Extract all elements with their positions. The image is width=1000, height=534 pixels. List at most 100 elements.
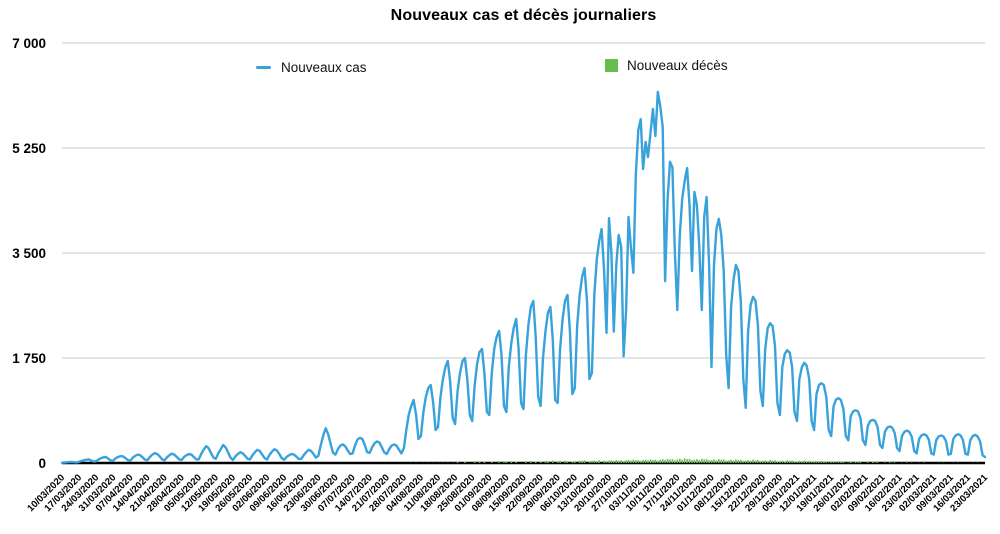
deaths-bar <box>871 461 874 463</box>
deaths-bar <box>776 461 779 463</box>
deaths-bar <box>578 460 581 463</box>
deaths-square-marker-icon <box>605 59 618 72</box>
deaths-bar <box>637 460 640 463</box>
deaths-bar <box>571 461 574 463</box>
deaths-bar <box>615 460 618 463</box>
deaths-bar <box>581 460 583 463</box>
deaths-bar <box>617 460 620 463</box>
deaths-bar <box>827 462 830 463</box>
deaths-bar <box>744 460 747 463</box>
deaths-bar <box>747 460 749 463</box>
deaths-bar <box>644 459 647 463</box>
deaths-bar <box>598 460 600 463</box>
deaths-bar <box>483 461 486 463</box>
deaths-bar <box>490 461 493 463</box>
deaths-bar <box>718 459 720 463</box>
deaths-bar <box>820 460 823 463</box>
deaths-bar <box>610 460 613 463</box>
deaths-bar <box>556 461 559 463</box>
chart-title: Nouveaux cas et décès journaliers <box>390 7 657 24</box>
deaths-bar <box>732 460 735 463</box>
y-tick-label: 1 750 <box>12 351 46 366</box>
deaths-bar <box>854 461 857 463</box>
deaths-bar <box>884 462 886 463</box>
deaths-bar <box>693 459 696 463</box>
deaths-bar <box>793 461 796 463</box>
deaths-bar <box>595 461 598 463</box>
deaths-bar <box>783 461 786 463</box>
deaths-bar <box>754 460 757 463</box>
deaths-bar <box>649 459 652 463</box>
deaths-bar <box>688 458 691 463</box>
deaths-bar <box>647 460 649 463</box>
deaths-bar <box>630 460 632 463</box>
deaths-bar <box>735 459 737 463</box>
deaths-bar <box>791 460 793 463</box>
deaths-bar <box>840 461 842 463</box>
deaths-bar <box>605 461 608 463</box>
legend-cases-label: Nouveaux cas <box>281 60 367 75</box>
deaths-bar <box>708 460 710 463</box>
deaths-bar <box>498 461 500 463</box>
deaths-bar <box>842 461 845 463</box>
deaths-bar <box>552 460 554 463</box>
deaths-bar <box>801 461 803 463</box>
deaths-bar <box>818 462 820 463</box>
deaths-bar <box>781 460 784 463</box>
deaths-bar <box>510 461 513 463</box>
deaths-bar <box>642 460 644 463</box>
deaths-bar <box>674 460 676 463</box>
deaths-bar <box>698 460 701 463</box>
deaths-bar <box>710 460 713 463</box>
deaths-bar <box>788 460 791 463</box>
y-tick-label: 0 <box>38 456 46 471</box>
deaths-bar <box>652 460 654 463</box>
deaths-bar <box>786 460 789 463</box>
deaths-bar <box>700 458 703 463</box>
deaths-bar <box>893 462 896 463</box>
deaths-bar <box>769 460 771 463</box>
deaths-bar <box>720 459 723 463</box>
deaths-bar <box>722 459 725 463</box>
deaths-bar <box>669 459 671 463</box>
deaths-bar <box>906 462 908 463</box>
deaths-bar <box>593 460 596 463</box>
deaths-bar <box>464 461 466 463</box>
deaths-bar <box>774 460 776 463</box>
y-tick-label: 3 500 <box>12 246 46 261</box>
deaths-bar <box>620 460 622 463</box>
cases-line <box>60 90 987 464</box>
deaths-bar <box>559 460 561 463</box>
deaths-bar <box>681 459 684 463</box>
deaths-bar <box>762 460 764 463</box>
deaths-bar <box>505 461 508 463</box>
deaths-bar <box>727 460 730 463</box>
deaths-bar <box>830 462 832 463</box>
deaths-bar <box>757 460 759 463</box>
deaths-bar <box>683 458 686 463</box>
legend-item-deaths[interactable]: Nouveaux décès <box>605 58 728 73</box>
deaths-bar <box>547 461 549 463</box>
deaths-bar <box>857 462 859 463</box>
deaths-bar <box>764 460 767 463</box>
deaths-bar <box>715 460 718 463</box>
deaths-bar <box>740 459 742 463</box>
deaths-bar <box>766 461 769 463</box>
deaths-bar <box>805 461 808 463</box>
deaths-bar <box>534 461 537 463</box>
deaths-bar <box>525 461 527 463</box>
deaths-bar <box>874 462 876 463</box>
deaths-bar <box>737 460 740 463</box>
legend-item-cases[interactable]: Nouveaux cas <box>256 60 367 75</box>
deaths-bar <box>798 460 801 463</box>
deaths-bar <box>573 461 576 463</box>
legend-deaths-label: Nouveaux décès <box>627 58 728 73</box>
deaths-bar <box>703 459 705 463</box>
deaths-bar <box>815 461 818 463</box>
deaths-bar <box>639 460 642 463</box>
deaths-bar <box>678 458 681 463</box>
deaths-bar <box>671 459 674 463</box>
deaths-bar <box>530 460 532 463</box>
deaths-bar <box>686 459 688 463</box>
